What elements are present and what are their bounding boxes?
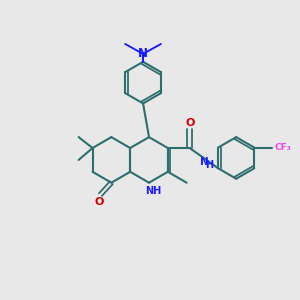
Text: NH: NH	[145, 186, 161, 196]
Text: N: N	[200, 157, 209, 167]
Text: N: N	[138, 47, 148, 60]
Text: O: O	[186, 118, 195, 128]
Text: H: H	[206, 160, 214, 170]
Text: O: O	[95, 196, 104, 206]
Text: CF₃: CF₃	[274, 143, 291, 152]
